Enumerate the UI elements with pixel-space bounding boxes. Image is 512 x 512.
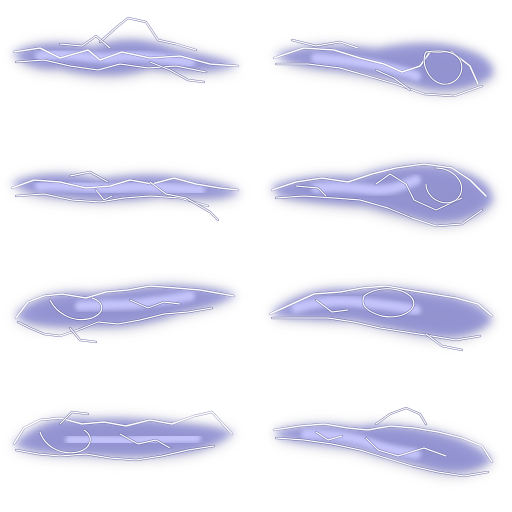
bolt-line: [423, 50, 463, 85]
bolt-line: [99, 17, 197, 51]
bolt-line: [15, 445, 215, 461]
bolt-line: [375, 173, 463, 211]
bolt-line: [59, 411, 89, 425]
lightning-frame-3: [10, 170, 240, 222]
bolt-line: [119, 433, 171, 449]
bolt-line: [129, 299, 181, 309]
bolt-line: [39, 429, 91, 454]
bolt-line: [365, 437, 447, 457]
bolt-line: [271, 163, 487, 197]
glow-core: [35, 180, 205, 195]
bolt-line: [375, 69, 411, 91]
bolt-line: [295, 185, 327, 197]
frames-layer: [10, 16, 494, 478]
bolt-line: [273, 423, 493, 463]
bolt-line: [425, 333, 463, 351]
lightning-frame-7: [12, 410, 234, 462]
bolt-line: [315, 431, 343, 441]
bolt-line: [275, 437, 489, 477]
lightning-frame-5: [14, 284, 236, 344]
bolt-line: [271, 317, 481, 341]
lightning-frame-1: [12, 16, 240, 84]
glow-core: [35, 49, 195, 67]
bolt-line: [275, 63, 483, 97]
bolt-line: [15, 59, 207, 73]
bolt-line: [69, 327, 97, 343]
bolt-line: [425, 167, 463, 204]
glow-violet: [272, 288, 492, 337]
bolt-line: [149, 61, 205, 83]
bolt-line: [49, 297, 103, 321]
bolt-line: [13, 47, 239, 67]
lightning-frame-4: [270, 162, 493, 228]
bolt-line: [375, 407, 427, 425]
lightning-frame-8: [272, 406, 494, 478]
lightning-frame-6: [268, 284, 494, 352]
glow-core: [65, 433, 201, 446]
bolt-line: [275, 195, 483, 227]
bolt-line: [95, 189, 113, 201]
bolt-line: [149, 181, 219, 221]
bolt-line: [291, 39, 359, 49]
bolt-line: [17, 307, 213, 337]
glow-core: [75, 291, 195, 311]
bolt-line: [69, 171, 109, 183]
bolt-line: [11, 177, 239, 191]
bolt-line: [59, 35, 111, 49]
bolt-line: [15, 193, 209, 207]
bolt-line: [13, 411, 233, 445]
bolt-line: [15, 285, 235, 319]
bolt-line: [269, 285, 493, 317]
lightning-frame-2: [272, 38, 493, 98]
bolt-line: [362, 288, 415, 318]
glow-core: [291, 296, 421, 315]
bolt-line: [315, 299, 349, 313]
